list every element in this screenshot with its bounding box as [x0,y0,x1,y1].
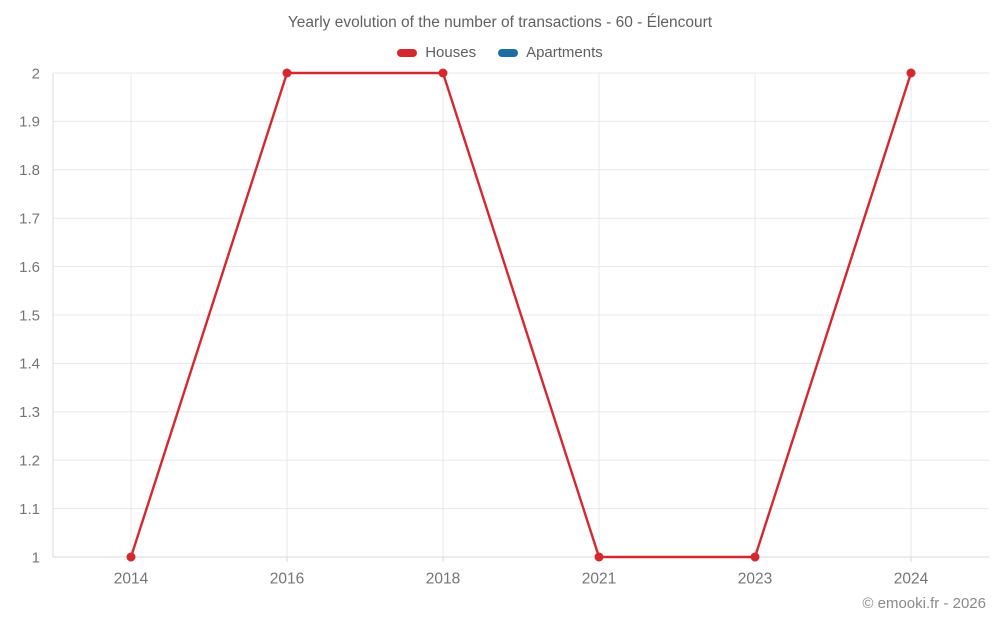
y-tick-label: 1.6 [19,259,40,276]
data-point-houses-2016[interactable] [282,68,292,78]
y-tick-label: 2 [32,65,40,82]
y-tick-label: 1.4 [19,356,40,373]
data-point-houses-2014[interactable] [126,552,136,562]
y-tick-label: 1.7 [19,210,40,227]
y-tick-label: 1 [32,549,40,566]
x-tick-label: 2016 [270,570,304,587]
y-tick-label: 1.2 [19,452,40,469]
legend-label-apartments: Apartments [526,44,603,61]
data-point-houses-2023[interactable] [750,552,760,562]
y-tick-label: 1.3 [19,404,40,421]
y-tick-label: 1.9 [19,114,40,131]
data-point-houses-2021[interactable] [594,552,604,562]
y-tick-label: 1.1 [19,501,40,518]
x-tick-label: 2024 [894,570,929,587]
x-tick-label: 2018 [426,570,460,587]
legend: Houses Apartments [0,44,1000,61]
legend-item-houses[interactable]: Houses [397,44,476,61]
legend-item-apartments[interactable]: Apartments [498,44,603,61]
x-tick-label: 2014 [114,570,149,587]
data-point-houses-2018[interactable] [438,68,448,78]
legend-swatch-apartments-icon [498,48,519,57]
x-tick-label: 2021 [582,570,616,587]
x-tick-label: 2023 [738,570,772,587]
y-tick-label: 1.5 [19,307,40,324]
watermark: © emooki.fr - 2026 [862,595,986,612]
chart-title: Yearly evolution of the number of transa… [287,14,713,31]
legend-label-houses: Houses [425,44,477,61]
data-point-houses-2024[interactable] [906,68,916,78]
series-line-houses [129,71,913,559]
legend-swatch-houses-icon [397,48,418,57]
y-tick-label: 1.8 [19,162,40,179]
